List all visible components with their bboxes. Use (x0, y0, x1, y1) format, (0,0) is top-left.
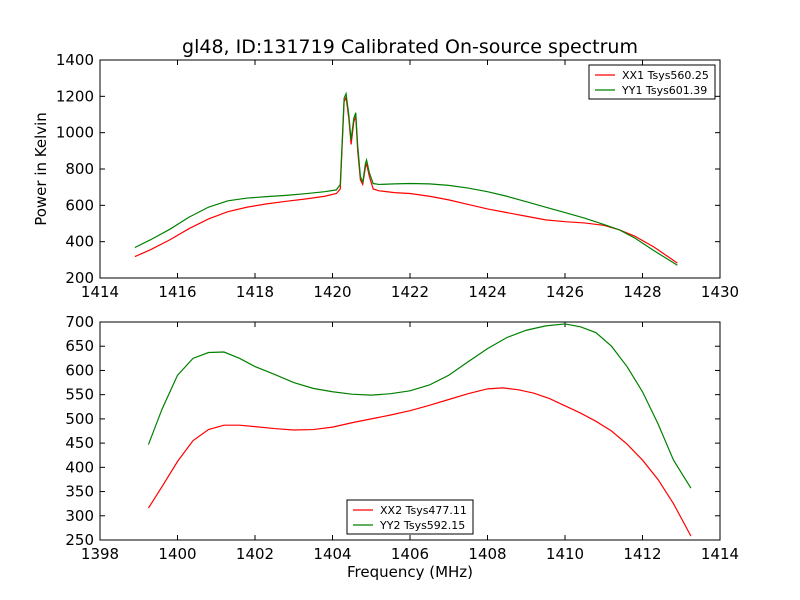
y-tick-label: 500 (65, 410, 94, 428)
x-tick-label: 1402 (236, 545, 274, 563)
y-tick-label: 1200 (56, 87, 94, 105)
x-tick-label: 1416 (158, 283, 196, 301)
series-line-yy (134, 91, 678, 266)
y-tick-label: 450 (65, 434, 94, 452)
x-tick-label: 1430 (701, 283, 739, 301)
x-tick-label: 1426 (546, 283, 584, 301)
x-tick-label: 1424 (468, 283, 506, 301)
legend-box (588, 64, 716, 100)
x-tick-label: 1408 (468, 545, 506, 563)
bottom-legend: XX2 Tsys477.11 YY2 Tsys592.15 (346, 499, 474, 535)
y-tick-label: 600 (65, 196, 94, 214)
x-tick-label: 1422 (391, 283, 429, 301)
series-line-xx (134, 94, 678, 264)
legend-entry: XX2 Tsys477.11 (380, 504, 467, 517)
top-spectrum-panel: gl48, ID:131719 Calibrated On-source spe… (32, 36, 739, 301)
series-line-xx (147, 387, 692, 537)
x-tick-label: 1414 (81, 283, 119, 301)
y-tick-label: 250 (65, 531, 94, 549)
plot-frame (99, 321, 721, 541)
y-tick-label: 200 (65, 269, 94, 287)
y-tick-label: 600 (65, 361, 94, 379)
series-line-yy (147, 323, 692, 489)
x-tick-label: 1400 (158, 545, 196, 563)
x-axis-label: Frequency (MHz) (347, 563, 473, 581)
x-tick-label: 1406 (391, 545, 429, 563)
y-axis-label: Power in Kelvin (32, 112, 50, 226)
y-tick-label: 1400 (56, 51, 94, 69)
plot-frame (99, 59, 721, 279)
x-tick-label: 1404 (313, 545, 351, 563)
x-tick-label: 1410 (546, 545, 584, 563)
bottom-spectrum-panel: Frequency (MHz) 1398 1400 1402 1404 1406 1408… (65, 313, 739, 581)
y-tick-label: 1000 (56, 124, 94, 142)
bottom-plot-area (99, 321, 721, 541)
y-tick-label: 650 (65, 337, 94, 355)
x-tick-label: 1414 (701, 545, 739, 563)
legend-box (346, 499, 474, 535)
legend-entry: XX1 Tsys560.25 (622, 69, 709, 82)
bottom-axis-ticks: 1398 1400 1402 1404 1406 1408 1410 1412 1414 250 3… (65, 313, 739, 563)
y-tick-label: 800 (65, 160, 94, 178)
top-plot-area (99, 59, 721, 279)
x-tick-label: 1420 (313, 283, 351, 301)
x-tick-label: 1412 (623, 545, 661, 563)
y-tick-label: 350 (65, 483, 94, 501)
legend-entry: YY1 Tsys601.39 (621, 84, 707, 97)
chart-title: gl48, ID:131719 Calibrated On-source spe… (182, 36, 638, 58)
y-tick-label: 400 (65, 458, 94, 476)
x-tick-label: 1398 (81, 545, 119, 563)
y-tick-label: 700 (65, 313, 94, 331)
y-tick-label: 400 (65, 233, 94, 251)
top-legend: XX1 Tsys560.25 YY1 Tsys601.39 (588, 64, 716, 100)
top-axis-ticks: 1414 1416 1418 1420 1422 1424 1426 1428 1430 200 4… (56, 51, 739, 301)
y-tick-label: 300 (65, 507, 94, 525)
x-tick-label: 1418 (236, 283, 274, 301)
legend-entry: YY2 Tsys592.15 (379, 519, 465, 532)
y-tick-label: 550 (65, 386, 94, 404)
x-tick-label: 1428 (623, 283, 661, 301)
